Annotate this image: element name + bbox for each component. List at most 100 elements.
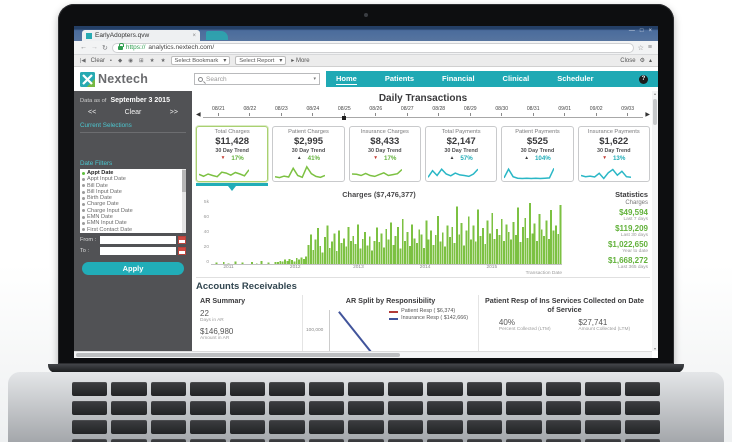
slider-date-tick[interactable]: 08/24 <box>297 106 328 116</box>
kpi-card-value: $11,428 <box>215 136 250 147</box>
step-forward-button[interactable]: >> <box>169 109 178 116</box>
kpi-card-value: $1,622 <box>599 136 629 147</box>
bookmark-star-icon[interactable]: ★ <box>149 57 155 64</box>
browser-window: EarlyAdopters.qvw × — □ × ← → ↻ https:// <box>74 26 658 358</box>
minimize-icon[interactable]: — <box>628 28 635 34</box>
slider-date-tick[interactable]: 08/31 <box>517 106 548 116</box>
back-icon[interactable]: ← <box>80 44 87 51</box>
forward-icon[interactable]: → <box>91 44 98 51</box>
slider-date-tick[interactable]: 08/25 <box>329 106 360 116</box>
vertical-scrollbar[interactable]: ▴ ▾ <box>652 91 658 351</box>
reload-icon[interactable]: ↻ <box>102 44 108 52</box>
kpi-card-value: $2,147 <box>446 136 476 147</box>
browser-tab[interactable]: EarlyAdopters.qvw × <box>82 30 200 41</box>
slider-date-tick[interactable]: 08/26 <box>360 106 391 116</box>
toolbar-icons: ▪ ◆ ◉ ⊞ ★ ★ <box>110 58 165 64</box>
slider-right-arrow[interactable]: ▶ <box>645 112 650 118</box>
nav-item-home[interactable]: Home <box>336 73 357 85</box>
select-report-dropdown[interactable]: Select Report ▾ <box>235 56 287 65</box>
ar-collected-panel: Patient Resp of Ins Services Collected o… <box>478 295 650 355</box>
new-tab-button[interactable] <box>206 31 228 40</box>
filter-item[interactable]: EMN Date <box>82 214 180 220</box>
slider-left-arrow[interactable]: ◀ <box>196 112 201 118</box>
kpi-card-patient-payments[interactable]: Patient Payments $525 30 Day Trend ▲ 104% <box>501 126 574 182</box>
from-date-input[interactable] <box>100 236 176 244</box>
slider-date-label: 08/28 <box>432 106 446 112</box>
keyboard-key <box>348 439 384 442</box>
calendar-icon[interactable] <box>178 247 186 255</box>
slider-date-tick[interactable]: 08/21 <box>203 106 234 116</box>
close-window-icon[interactable]: × <box>648 28 652 34</box>
to-date-input[interactable] <box>100 247 176 255</box>
kpi-sparkline <box>428 165 478 180</box>
help-icon[interactable]: ? <box>639 74 648 84</box>
keyboard-key <box>111 439 147 442</box>
select-bookmark-dropdown[interactable]: Select Bookmark ▾ <box>170 56 231 65</box>
trend-up-icon: ▲ <box>296 155 302 161</box>
filter-item[interactable]: Charge Input Date <box>82 208 180 214</box>
ar-split-lines <box>330 310 419 355</box>
kpi-card-total-payments[interactable]: Total Payments $2,147 30 Day Trend ▲ 57% <box>424 126 498 182</box>
kpi-card-patient-charges[interactable]: Patient Charges $2,995 30 Day Trend ▲ 41% <box>272 126 345 182</box>
slider-marker[interactable] <box>342 116 347 120</box>
filter-item[interactable]: Bill Input Date <box>82 189 180 195</box>
chart-y-axis: 5k 60 40 20 0 <box>196 200 211 274</box>
url-omnibox[interactable]: https:// analytics.nextech.com/ <box>111 42 634 53</box>
close-document-button[interactable]: Close <box>620 57 636 64</box>
filter-item[interactable]: First Contact Date <box>82 227 180 233</box>
listbox-scrollbar[interactable] <box>182 169 186 233</box>
gear-icon[interactable]: ⚙ <box>639 58 645 64</box>
nav-item-clinical[interactable]: Clinical <box>502 74 530 83</box>
filter-item[interactable]: Birth Date <box>82 195 180 201</box>
globe-icon[interactable]: ◉ <box>128 57 134 64</box>
calendar-icon[interactable] <box>178 236 186 244</box>
vertical-scrollbar-thumb[interactable] <box>653 99 657 125</box>
rewind-icon[interactable]: |◀ <box>80 57 86 64</box>
kpi-card-insurance-charges[interactable]: Insurance Charges $8,433 30 Day Trend ▼ 17% <box>348 126 421 182</box>
slider-date-tick[interactable]: 08/28 <box>423 106 454 116</box>
statistic-item: $1,668,272 Last 365 days <box>562 256 648 270</box>
slider-date-tick[interactable]: 08/22 <box>234 106 265 116</box>
maximize-icon[interactable]: □ <box>639 28 644 34</box>
keyboard-key <box>229 401 266 415</box>
slider-track[interactable]: 08/21 08/22 08/23 08/24 08/25 08/26 08/27 08/28… <box>202 106 644 125</box>
horizontal-scrollbar[interactable] <box>74 351 652 358</box>
slider-date-tick[interactable]: 08/23 <box>266 106 297 116</box>
step-back-button[interactable]: << <box>88 109 97 116</box>
scroll-down-icon[interactable]: ▾ <box>653 346 656 351</box>
slider-date-tick[interactable]: 08/30 <box>486 106 517 116</box>
clear-selections-button[interactable]: Clear <box>124 109 142 116</box>
more-button[interactable]: ▸ More <box>291 58 310 64</box>
kpi-card-insurance-payments[interactable]: Insurance Payments $1,622 30 Day Trend ▼ 13% <box>577 126 650 182</box>
browser-menu-icon[interactable]: ≡ <box>647 44 652 51</box>
keyboard-key <box>545 401 582 415</box>
clear-button[interactable]: Clear <box>90 57 106 64</box>
filter-item[interactable]: EMN Input Date <box>82 220 180 226</box>
nav-item-financial[interactable]: Financial <box>442 74 475 83</box>
chart-y-tick: 40 <box>203 230 209 235</box>
search-input[interactable]: Search ▾ <box>194 73 320 85</box>
filter-label: Appt Input Date <box>87 176 126 183</box>
scroll-up-icon[interactable]: ▴ <box>653 91 656 96</box>
filter-item[interactable]: Appt Input Date <box>82 176 180 182</box>
nav-item-scheduler[interactable]: Scheduler <box>557 74 594 83</box>
kpi-card-total-charges[interactable]: Total Charges $11,428 30 Day Trend ▼ 17% <box>196 126 269 191</box>
filter-item[interactable]: Bill Date <box>82 183 180 189</box>
lock-icon[interactable]: ▪ <box>110 57 112 64</box>
filter-item[interactable]: Appt Date <box>82 170 180 176</box>
bookmark-star-icon[interactable]: ☆ <box>637 44 644 52</box>
apply-button[interactable]: Apply <box>82 262 184 275</box>
slider-date-tick[interactable]: 09/02 <box>580 106 611 116</box>
bookmark-add-icon[interactable]: ★ <box>160 57 166 64</box>
filter-item[interactable]: Charge Date <box>82 201 180 207</box>
layout-icon[interactable]: ⊞ <box>139 57 144 64</box>
collapse-toolbar-icon[interactable]: ▴ <box>648 58 652 64</box>
slider-date-tick[interactable]: 08/29 <box>455 106 486 116</box>
key-icon[interactable]: ◆ <box>117 57 123 64</box>
tab-close-icon[interactable]: × <box>192 32 196 39</box>
slider-date-tick[interactable]: 09/01 <box>549 106 580 116</box>
slider-date-tick[interactable]: 09/03 <box>612 106 643 116</box>
slider-date-tick[interactable]: 08/27 <box>392 106 423 116</box>
horizontal-scrollbar-thumb[interactable] <box>76 353 400 357</box>
nav-item-patients[interactable]: Patients <box>384 74 415 83</box>
